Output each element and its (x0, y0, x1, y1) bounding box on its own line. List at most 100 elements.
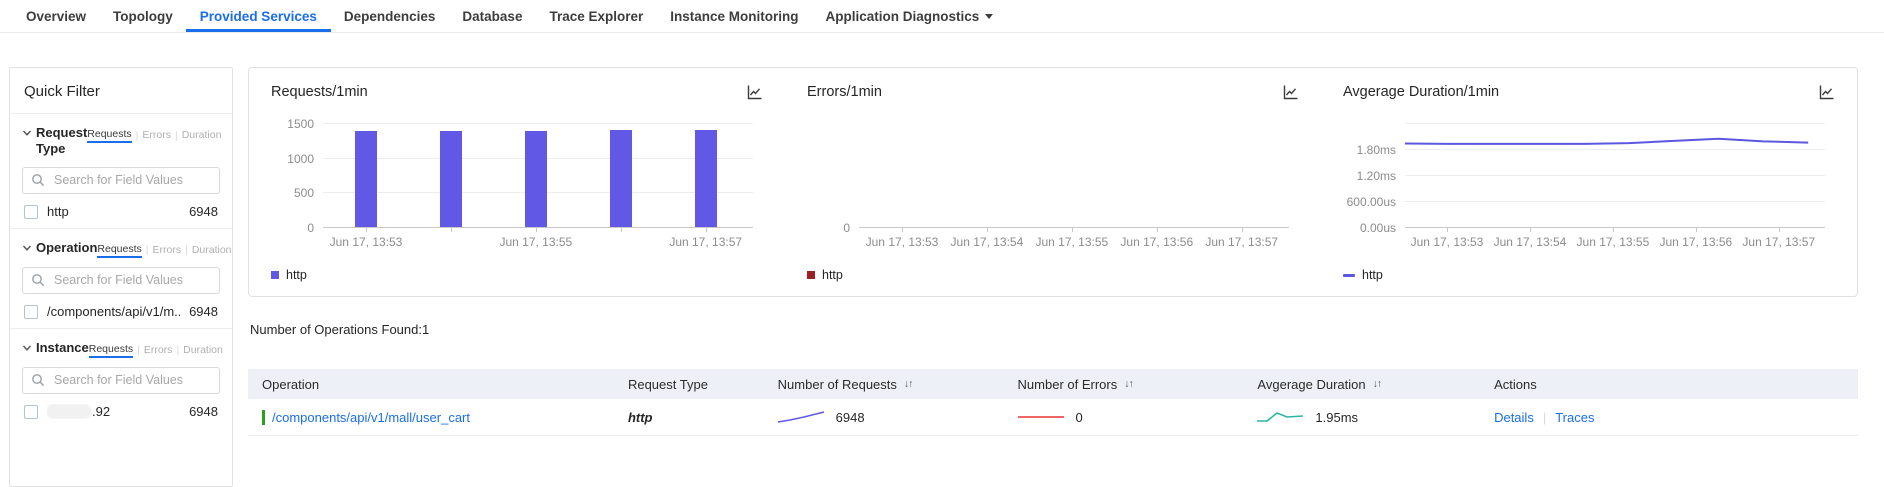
metric-tab-duration[interactable]: Duration (191, 243, 232, 256)
x-tick (986, 228, 988, 232)
column-header-number-of-requests[interactable]: Number of Requests ↓↑ (778, 377, 1018, 392)
metric-tab-errors[interactable]: Errors (143, 343, 173, 356)
action-traces[interactable]: Traces (1555, 409, 1595, 425)
legend-marker (807, 271, 815, 279)
legend-label: http (1362, 268, 1383, 282)
field-search (22, 366, 220, 394)
x-tick-label: Jun 17, 13:57 (1742, 235, 1816, 249)
x-tick-label: Jun 17, 13:56 (1659, 235, 1733, 249)
x-tick-label: Jun 17, 13:54 (950, 235, 1024, 249)
legend-item-http[interactable]: http (807, 268, 843, 282)
sort-icon[interactable]: ↓↑ (903, 378, 913, 390)
x-tick (1695, 228, 1697, 232)
tab-instance-monitoring[interactable]: Instance Monitoring (670, 0, 798, 32)
tab-application-diagnostics[interactable]: Application Diagnostics (826, 0, 994, 32)
x-tick-label: Jun 17, 13:56 (1120, 235, 1194, 249)
tab-label: Trace Explorer (549, 8, 644, 24)
sort-icon[interactable]: ↓↑ (1372, 378, 1382, 390)
legend-item-http[interactable]: http (271, 268, 307, 282)
errors-sparkline (1017, 416, 1064, 418)
quick-filter-panel: Quick Filter Request Type Requests | Errors… (9, 67, 233, 487)
divider (10, 113, 232, 114)
metric-tab-requests[interactable]: Requests (87, 128, 132, 143)
checkbox[interactable] (24, 204, 38, 219)
search-input[interactable] (52, 172, 211, 188)
metric-tab-errors[interactable]: Errors (142, 129, 171, 141)
filter-item-count: 6948 (189, 204, 218, 219)
tab-dependencies[interactable]: Dependencies (344, 0, 436, 32)
x-tick-label: Jun 17, 13:53 (1410, 235, 1484, 249)
bar-http (439, 130, 462, 227)
tab-trace-explorer[interactable]: Trace Explorer (549, 0, 643, 32)
cell-actions: Details | Traces (1494, 410, 1858, 425)
tab-topology[interactable]: Topology (113, 0, 173, 32)
filter-section-label: Operation (36, 239, 98, 255)
column-header-operation: Operation (248, 377, 628, 392)
redacted-text (47, 405, 91, 418)
tab-database[interactable]: Database (462, 0, 522, 32)
gridline (1405, 175, 1825, 176)
x-tick-label: Jun 17, 13:55 (1035, 235, 1109, 249)
y-axis-label: 0 (843, 221, 850, 235)
sort-icon[interactable]: ↓↑ (1124, 378, 1133, 390)
tab-label: Database (462, 8, 523, 24)
operations-found-text: Number of Operations Found:1 (250, 322, 430, 337)
gridline (1405, 123, 1825, 124)
legend-item-http[interactable]: http (1343, 268, 1383, 282)
metric-tabs: Requests | Errors | Duration (88, 340, 223, 358)
search-input[interactable] (52, 272, 211, 288)
checkbox[interactable] (24, 304, 38, 319)
chart-plot: 0 (843, 124, 1289, 235)
cell-number-of-requests: 6948 (777, 409, 1018, 425)
section-toggle[interactable]: Request Type (22, 125, 87, 158)
x-tick (1778, 228, 1780, 232)
chart-header: Requests/1min (271, 81, 763, 103)
x-tick (1529, 228, 1531, 232)
line-chart-icon[interactable] (1282, 84, 1299, 101)
checkbox[interactable] (24, 404, 38, 419)
column-header-label: Avgerage Duration (1257, 376, 1366, 392)
tab-overview[interactable]: Overview (26, 0, 86, 32)
column-header-avgerage-duration[interactable]: Avgerage Duration ↓↑ (1257, 377, 1494, 392)
x-tick (620, 228, 622, 232)
filter-section-header-request-type: Request Type Requests | Errors | Duration (22, 125, 222, 158)
cell-number-of-errors: 0 (1017, 409, 1258, 425)
section-toggle[interactable]: Operation (22, 240, 97, 256)
tab-provided-services[interactable]: Provided Services (185, 0, 331, 32)
line-chart-icon[interactable] (746, 84, 763, 101)
metric-tab-errors[interactable]: Errors (152, 243, 182, 256)
filter-section-label: Instance (36, 339, 89, 355)
operation-link[interactable]: /components/api/v1/mall/user_cart (272, 409, 470, 425)
legend-marker (271, 271, 279, 279)
chart-errors-1min: Errors/1min 0 Jun 17, 13:53 Jun 17, 13:54 Ju… (785, 68, 1321, 296)
separator: | (135, 129, 139, 142)
action-details[interactable]: Details (1494, 409, 1534, 425)
errors-value: 0 (1075, 409, 1083, 425)
filter-item: /components/api/v1/m... 6948 (22, 296, 220, 328)
x-tick (1156, 228, 1158, 232)
tab-label: Topology (113, 8, 173, 24)
x-tick (450, 228, 452, 232)
column-header-label: Number of Errors (1017, 376, 1118, 392)
x-tick (535, 228, 537, 232)
divider (10, 327, 232, 329)
request-type-value: http (627, 409, 653, 425)
metric-tab-duration[interactable]: Duration (183, 343, 223, 356)
metric-tab-requests[interactable]: Requests (97, 243, 142, 258)
legend-label: http (286, 268, 307, 282)
x-tick (1612, 228, 1614, 232)
line-chart-icon[interactable] (1818, 84, 1835, 101)
chevron-down-icon (22, 343, 32, 353)
y-axis-label: 1500 (287, 117, 314, 131)
chart-plot: 0 500 1000 1500 (287, 117, 753, 235)
x-tick-label: Jun 17, 13:53 (865, 235, 939, 249)
gridline (1405, 201, 1825, 202)
legend-label: http (822, 268, 843, 282)
metric-tab-requests[interactable]: Requests (88, 343, 134, 358)
chart-header: Avgerage Duration/1min (1343, 81, 1835, 103)
section-toggle[interactable]: Instance (22, 340, 89, 356)
metric-tab-duration[interactable]: Duration (181, 129, 222, 141)
column-header-number-of-errors[interactable]: Number of Errors ↓↑ (1018, 377, 1258, 392)
duration-value: 1.95ms (1315, 409, 1359, 425)
search-input[interactable] (52, 372, 211, 388)
